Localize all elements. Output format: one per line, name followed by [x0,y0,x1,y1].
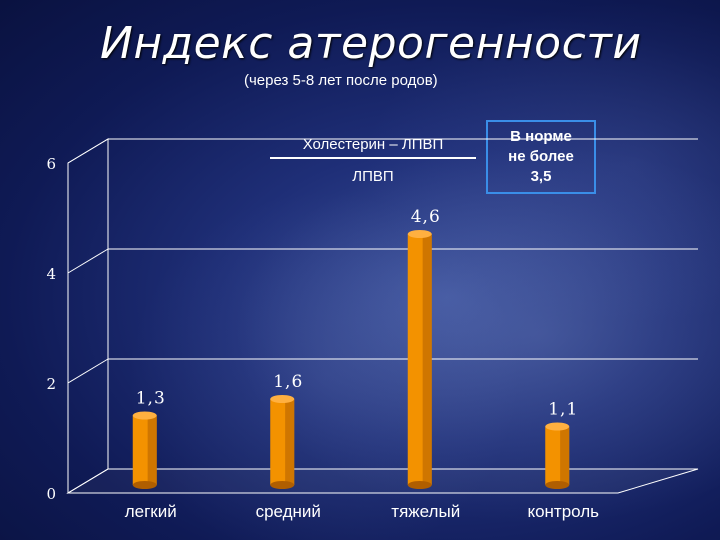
data-label: 1,6 [273,372,303,392]
y-tick-label: 6 [46,155,56,173]
formula-denominator: ЛПВП [352,168,394,185]
gridline-side [67,138,109,164]
bar [545,422,570,489]
data-label: 1,1 [548,400,578,420]
floor [66,468,699,494]
y-tick-label: 4 [46,265,56,283]
bar-shade [147,415,157,485]
bar [407,230,432,489]
bar-shade [560,426,570,485]
gridline-side [67,468,109,494]
gridline-side [67,358,109,384]
slide-title: Индекс атерогенности [100,18,642,69]
category-label: легкий [125,502,177,521]
data-label: 1,3 [136,389,166,409]
category-label: средний [256,502,321,521]
gridline-side [67,248,109,274]
formula-fraction-line [270,157,476,159]
category-label: контроль [527,502,599,521]
bar [132,411,157,489]
bar-base [545,481,570,489]
bar-top [545,422,570,431]
norm-note-box: В норме не более 3,5 [486,120,596,194]
slide-subtitle: (через 5-8 лет после родов) [244,72,438,89]
side-wall [67,138,109,494]
bar-shade [285,399,295,485]
bar-top [132,411,157,420]
bar-base [407,481,432,489]
bar-base [270,481,295,489]
data-label: 4,6 [411,207,441,227]
bar-base [132,481,157,489]
category-label: тяжелый [391,502,460,521]
bar-top [407,230,432,238]
bar-shade [422,234,432,485]
y-tick-label: 0 [46,485,56,503]
bar-top [270,395,295,403]
y-tick-label: 2 [46,375,56,393]
bar [270,395,295,489]
formula-numerator: Холестерин – ЛПВП [302,136,444,153]
